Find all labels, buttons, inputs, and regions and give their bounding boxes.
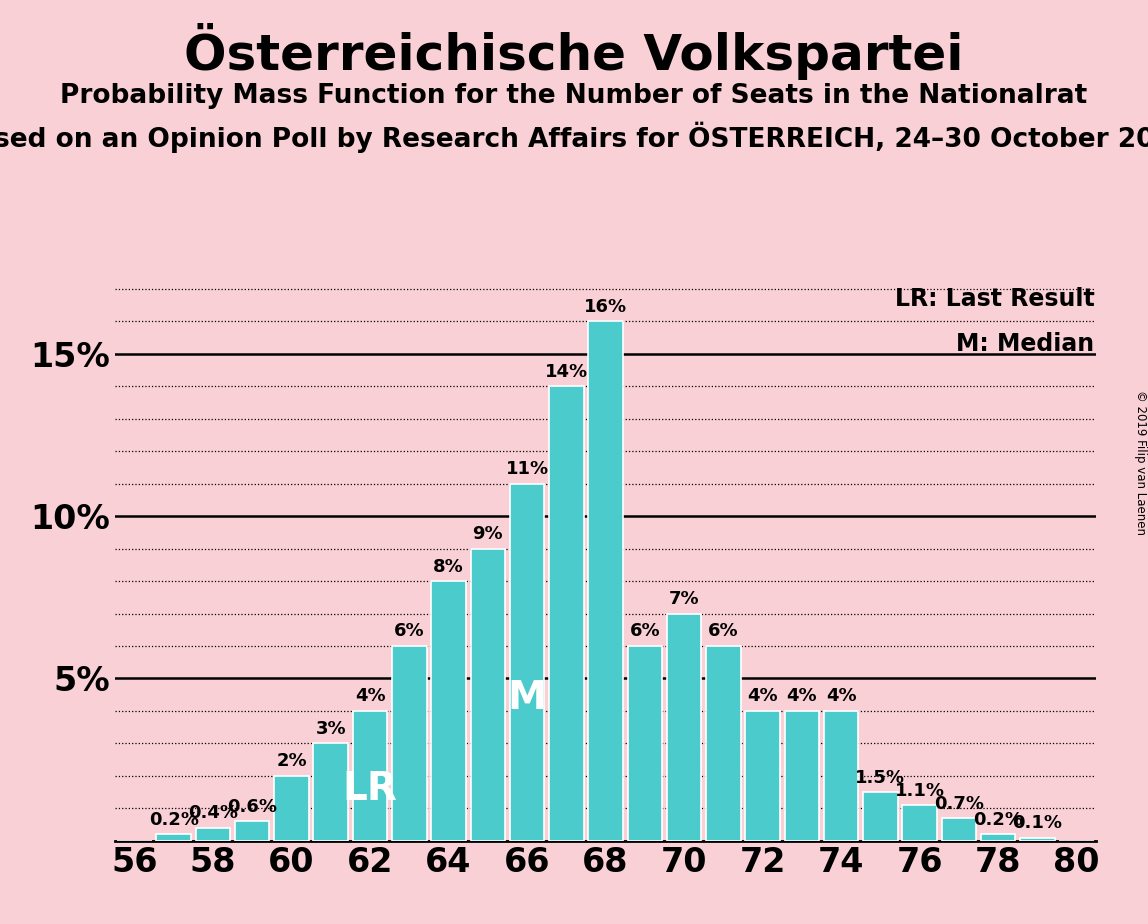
Text: 1.1%: 1.1% (894, 782, 945, 799)
Text: 2%: 2% (277, 752, 307, 771)
Text: 14%: 14% (545, 363, 588, 381)
Text: 16%: 16% (584, 298, 627, 316)
Bar (628, 646, 662, 841)
Bar (1021, 837, 1055, 841)
Text: 4%: 4% (786, 687, 817, 705)
Text: 0.4%: 0.4% (188, 804, 238, 822)
Bar (195, 828, 231, 841)
Text: 4%: 4% (825, 687, 856, 705)
Bar (745, 711, 779, 841)
Bar (432, 581, 466, 841)
Bar (588, 322, 623, 841)
Text: 11%: 11% (505, 460, 549, 478)
Text: 9%: 9% (473, 525, 503, 543)
Bar (510, 483, 544, 841)
Text: 6%: 6% (629, 623, 660, 640)
Bar (980, 834, 1016, 841)
Bar (706, 646, 740, 841)
Text: 7%: 7% (669, 590, 699, 608)
Text: 0.2%: 0.2% (149, 811, 199, 829)
Text: 0.2%: 0.2% (974, 811, 1023, 829)
Bar (863, 792, 898, 841)
Text: Österreichische Volkspartei: Österreichische Volkspartei (184, 23, 964, 80)
Bar (902, 805, 937, 841)
Bar (391, 646, 427, 841)
Bar (235, 821, 270, 841)
Text: Based on an Opinion Poll by Research Affairs for ÖSTERREICH, 24–30 October 2018: Based on an Opinion Poll by Research Aff… (0, 122, 1148, 153)
Bar (941, 818, 976, 841)
Bar (824, 711, 859, 841)
Bar (352, 711, 387, 841)
Text: 6%: 6% (394, 623, 425, 640)
Text: Probability Mass Function for the Number of Seats in the Nationalrat: Probability Mass Function for the Number… (61, 83, 1087, 109)
Text: 8%: 8% (433, 557, 464, 576)
Bar (784, 711, 820, 841)
Text: 3%: 3% (316, 720, 346, 738)
Text: 4%: 4% (355, 687, 386, 705)
Text: LR: Last Result: LR: Last Result (894, 286, 1094, 310)
Text: 0.7%: 0.7% (934, 795, 984, 812)
Bar (471, 549, 505, 841)
Text: M: M (507, 679, 546, 717)
Bar (313, 744, 348, 841)
Text: 6%: 6% (708, 623, 738, 640)
Bar (274, 776, 309, 841)
Text: © 2019 Filip van Laenen: © 2019 Filip van Laenen (1134, 390, 1147, 534)
Bar (549, 386, 583, 841)
Bar (156, 834, 191, 841)
Text: 1.5%: 1.5% (855, 769, 906, 786)
Text: LR: LR (342, 770, 397, 808)
Bar (667, 614, 701, 841)
Text: 0.6%: 0.6% (227, 797, 277, 816)
Text: 4%: 4% (747, 687, 778, 705)
Text: 0.1%: 0.1% (1013, 814, 1062, 833)
Text: M: Median: M: Median (956, 333, 1094, 357)
